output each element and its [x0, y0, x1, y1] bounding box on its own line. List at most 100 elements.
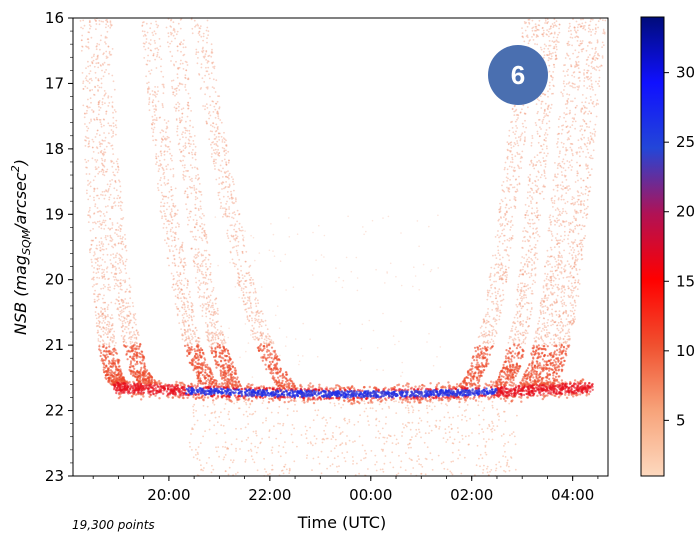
scatter-point — [109, 193, 112, 196]
scatter-point — [517, 136, 520, 139]
scatter-point — [214, 168, 216, 170]
scatter-point — [120, 200, 122, 203]
scatter-point — [139, 376, 142, 379]
scatter-point — [212, 149, 215, 152]
scatter-point — [203, 223, 206, 226]
scatter-point — [216, 360, 219, 364]
scatter-point — [125, 258, 128, 261]
scatter-point — [97, 313, 100, 316]
scatter-point — [107, 373, 110, 376]
scatter-point — [110, 161, 113, 163]
scatter-point — [165, 145, 167, 148]
scatter-point — [88, 21, 91, 24]
scatter-point — [204, 74, 207, 77]
scatter-point — [104, 37, 107, 39]
scatter-point — [166, 41, 169, 44]
scatter-point — [168, 238, 170, 241]
scatter-point — [117, 235, 119, 238]
scatter-point — [188, 361, 191, 364]
scatter-point — [235, 427, 237, 430]
scatter-point — [96, 118, 98, 121]
scatter-point — [495, 294, 497, 297]
scatter-point — [344, 442, 347, 444]
scatter-point — [171, 286, 174, 289]
scatter-point — [188, 145, 191, 148]
scatter-point — [275, 437, 278, 440]
scatter-point — [498, 211, 501, 214]
scatter-point — [227, 447, 230, 450]
scatter-point — [266, 356, 269, 359]
scatter-point — [246, 296, 249, 299]
scatter-point — [234, 230, 237, 233]
scatter-point — [201, 239, 204, 242]
scatter-point — [87, 47, 90, 50]
scatter-point — [180, 150, 183, 153]
scatter-point — [190, 343, 193, 345]
scatter-point — [131, 347, 134, 350]
scatter-point — [298, 360, 301, 363]
scatter-point — [501, 189, 504, 191]
scatter-point — [115, 282, 117, 285]
scatter-point — [109, 218, 112, 220]
scatter-point — [113, 335, 115, 337]
scatter-point — [99, 223, 102, 225]
scatter-point — [204, 93, 207, 96]
scatter-point — [178, 249, 181, 251]
scatter-point — [439, 346, 442, 348]
scatter-point — [324, 424, 327, 427]
scatter-point — [222, 363, 225, 367]
scatter-point — [102, 366, 105, 369]
scatter-point — [193, 189, 196, 191]
scatter-point — [121, 302, 124, 304]
scatter-point — [395, 275, 397, 278]
scatter-point — [207, 112, 210, 115]
scatter-point — [271, 360, 274, 363]
scatter-point — [154, 91, 157, 94]
scatter-point — [457, 415, 459, 417]
scatter-point — [451, 442, 454, 444]
scatter-point — [147, 54, 150, 57]
scatter-point — [292, 410, 295, 412]
scatter-point — [84, 145, 87, 147]
scatter-point — [205, 103, 208, 105]
scatter-point — [129, 312, 132, 315]
scatter-point — [85, 173, 88, 175]
scatter-point — [224, 172, 227, 175]
scatter-point — [514, 133, 516, 136]
scatter-point — [518, 175, 520, 178]
scatter-point — [498, 461, 501, 463]
scatter-point — [198, 337, 201, 340]
scatter-point — [104, 151, 107, 154]
scatter-point — [442, 437, 445, 439]
scatter-point — [317, 456, 320, 458]
scatter-point — [243, 275, 246, 277]
scatter-point — [240, 229, 243, 232]
scatter-point — [231, 380, 234, 383]
scatter-point — [222, 207, 224, 210]
scatter-point — [199, 27, 202, 30]
scatter-point — [486, 321, 488, 324]
scatter-point — [103, 273, 106, 276]
scatter-point — [508, 207, 510, 210]
scatter-point — [101, 163, 104, 166]
scatter-point — [267, 349, 271, 352]
scatter-point — [400, 460, 403, 463]
scatter-point — [121, 325, 124, 327]
scatter-point — [188, 324, 190, 327]
scatter-point — [493, 429, 496, 431]
scatter-point — [112, 359, 115, 362]
scatter-point — [523, 21, 526, 23]
scatter-point — [232, 202, 235, 205]
scatter-point — [248, 297, 250, 299]
scatter-point — [465, 409, 467, 411]
scatter-point — [479, 348, 482, 351]
scatter-point — [147, 91, 149, 94]
scatter-point — [199, 200, 202, 203]
scatter-point — [106, 21, 109, 23]
scatter-point — [233, 369, 236, 372]
scatter-point — [233, 225, 236, 227]
scatter-point — [257, 339, 260, 341]
scatter-point — [110, 301, 113, 304]
scatter-point — [88, 214, 90, 217]
scatter-point — [200, 356, 203, 359]
